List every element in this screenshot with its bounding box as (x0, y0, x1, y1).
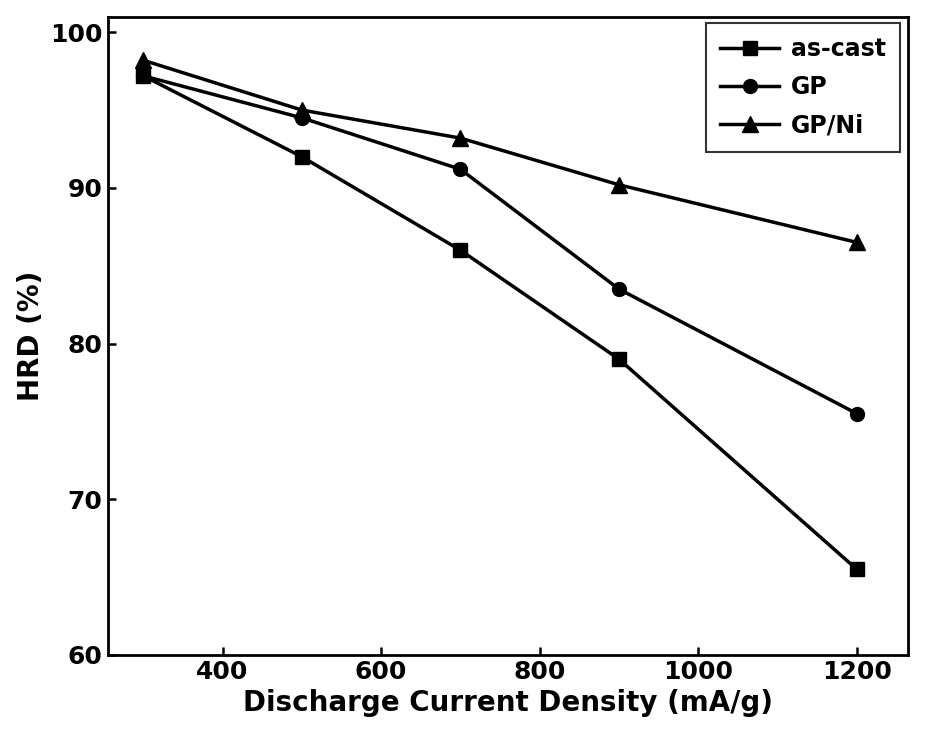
GP (296, 114, 307, 123)
GP (455, 165, 466, 174)
GP (138, 71, 149, 80)
GP/Ni (455, 134, 466, 142)
GP (851, 410, 862, 418)
GP/Ni (851, 238, 862, 247)
Legend: as-cast, GP, GP/Ni: as-cast, GP, GP/Ni (706, 23, 900, 152)
GP/Ni (613, 181, 624, 189)
Line: GP/Ni: GP/Ni (136, 53, 865, 250)
Y-axis label: HRD (%): HRD (%) (17, 271, 44, 401)
as-cast (455, 246, 466, 255)
GP/Ni (296, 106, 307, 115)
GP/Ni (138, 56, 149, 65)
Line: GP: GP (136, 69, 864, 421)
X-axis label: Discharge Current Density (mA/g): Discharge Current Density (mA/g) (243, 689, 773, 717)
as-cast (296, 153, 307, 161)
as-cast (851, 565, 862, 574)
as-cast (613, 355, 624, 363)
as-cast (138, 71, 149, 80)
Line: as-cast: as-cast (136, 69, 864, 576)
GP (613, 285, 624, 294)
